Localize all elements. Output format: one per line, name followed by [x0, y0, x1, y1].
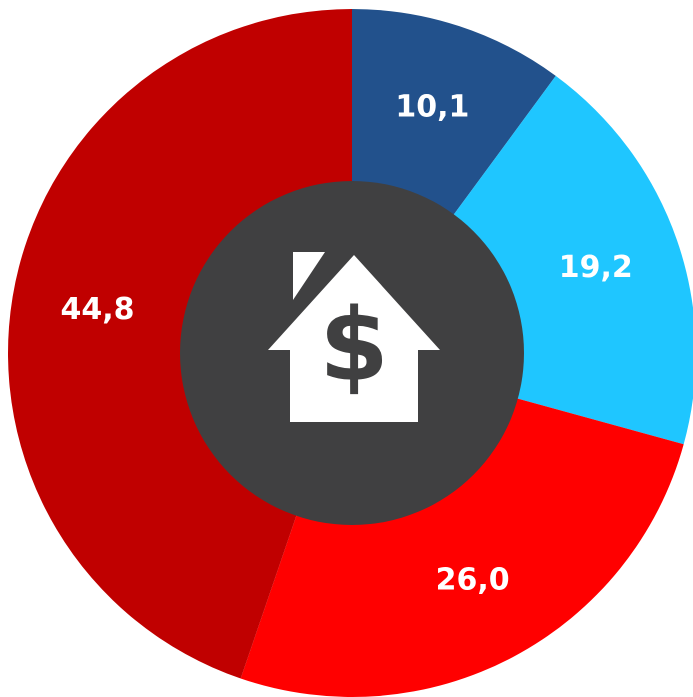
slice: [8, 9, 353, 679]
house-dollar-icon: $: [268, 252, 440, 422]
value-label: 10,1: [395, 89, 469, 124]
slice: [240, 398, 684, 697]
slice: [352, 9, 556, 217]
value-label: 26,0: [436, 563, 510, 598]
slice: [452, 75, 693, 445]
labels: 10,1 19,2 26,0 44,8: [60, 89, 632, 597]
value-label: 44,8: [60, 292, 134, 327]
slices: [8, 9, 693, 697]
svg-text:$: $: [319, 286, 389, 403]
value-label: 19,2: [559, 250, 633, 285]
